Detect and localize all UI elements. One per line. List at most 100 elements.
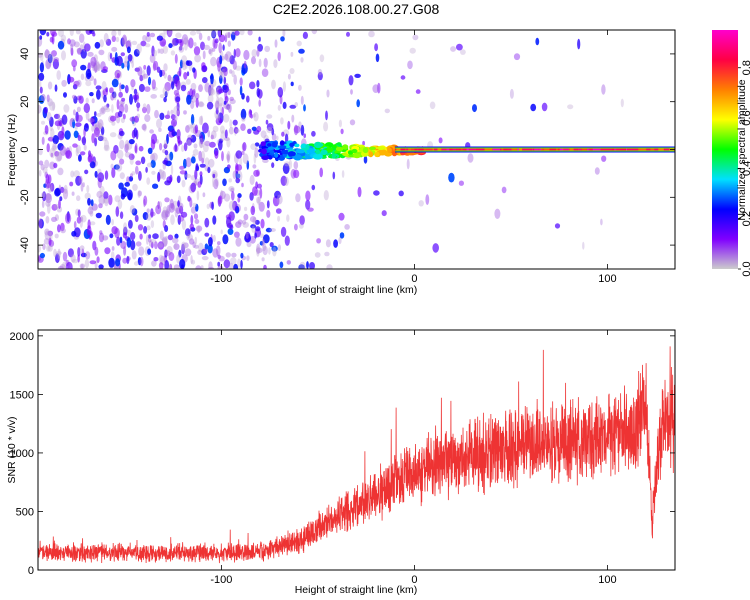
spectrogram-noise-cell [147,248,152,255]
spectrogram-noise-cell [277,244,281,252]
spectrogram-noise-cell [207,166,211,174]
spectrogram-noise-cell [104,170,109,180]
spectrogram-noise-cell [246,160,250,170]
spectrogram-noise-cell [80,151,86,156]
spectrogram-noise-cell [93,127,100,138]
spectrogram-noise-cell [214,150,219,159]
spectrogram-noise-cell [129,158,134,165]
spectrogram-noise-cell [356,99,361,108]
y-tick-label: 20 [19,96,31,108]
spectrogram-noise-cell [254,219,260,225]
spectrogram-noise-cell [183,242,189,249]
spectrogram-noise-cell [237,193,242,199]
signal-band-segment [511,148,516,151]
spectrogram-noise-cell [282,30,286,38]
spectrogram-noise-cell [104,247,111,255]
spectrogram-noise-cell [280,175,287,186]
spectrogram-noise-cell [52,135,59,145]
spectrogram-noise-cell [158,201,163,208]
spectrogram-noise-cell [137,224,144,231]
spectrogram-noise-cell [144,86,151,92]
spectrogram-noise-cell [159,48,165,54]
spectrogram-noise-cell [235,221,242,229]
spectrogram-noise-cell [39,211,46,217]
spectrogram-noise-cell [217,241,221,246]
spectrogram-noise-cell [191,94,197,103]
spectrogram-noise-cell [145,234,149,245]
spectrogram-noise-cell [226,150,231,162]
snr-series-line [37,346,676,564]
spectrogram-noise-cell [53,57,60,63]
spectrogram-noise-cell [232,200,238,211]
spectrogram-noise-cell [242,219,247,225]
spectrogram-noise-cell [44,50,51,59]
signal-band-segment [534,148,539,151]
spectrogram-noise-cell [167,110,170,118]
spectrogram-noise-cell [178,46,183,51]
spectrogram-noise-cell [47,245,53,252]
spectrogram-noise-cell [249,235,256,244]
spectrogram-noise-cell [69,30,74,36]
signal-band-segment [543,148,548,151]
x-tick-label: -100 [210,574,232,586]
spectrogram-noise-cell [249,174,255,186]
spectrogram-noise-cell [375,53,380,63]
spectrogram-noise-cell [363,155,368,164]
spectrogram-noise-cell [183,142,188,152]
spectrogram-noise-cell [218,195,223,205]
spectrogram-noise-cell [110,93,115,101]
spectrogram-noise-cell [241,182,244,188]
colorbar-tick-label: 0.0 [741,261,750,276]
spectrogram-noise-cell [258,36,261,42]
spectrogram-noise-cell [77,247,81,257]
spectrogram-noise-cell [123,222,128,233]
spectrogram-noise-cell [194,54,202,63]
spectrogram-noise-cell [178,45,185,53]
spectrogram-noise-cell [299,261,306,269]
spectrogram-noise-cell [156,66,161,73]
spectrogram-noise-cell [214,38,219,44]
spectrogram-noise-cell [184,228,191,237]
spectrogram-noise-cell [73,130,79,139]
spectrogram-noise-cell [212,176,215,188]
spectrogram-noise-cell [255,247,263,254]
spectrogram-noise-cell [189,88,193,98]
spectrogram-noise-cell [230,257,237,265]
spectrogram-noise-cell [193,143,198,149]
spectrogram-noise-cell [111,167,116,179]
snr-y-axis-label: SNR (10 * v/v) [6,416,18,483]
signal-band-segment [518,148,523,151]
spectrogram-noise-cell [146,103,151,115]
spectrogram-noise-cell [258,201,265,212]
spectrogram-noise-cell [95,85,102,90]
spectrogram-noise-cell [92,32,96,37]
spectrogram-noise-cell [180,211,188,218]
spectrogram-noise-cell [79,217,83,228]
spectrogram-x-ticks: -100 0 100 [210,30,617,285]
spectrogram-noise-cell [172,200,178,211]
spectrogram-noise-cell [204,217,210,228]
spectrogram-noise-cell [197,225,201,234]
spectrogram-noise-cell [73,221,77,229]
spectrogram-noise-cell [188,37,194,49]
spectrogram-noise-cell [344,224,350,230]
spectrogram-noise-cell [195,163,199,171]
spectrogram-noise-cell [260,218,265,229]
spectrogram-noise-cell [254,232,257,239]
spectrogram-noise-cell [294,102,299,107]
spectrogram-noise-cell [192,202,197,208]
spectrogram-signal-cell [271,141,278,148]
spectrogram-noise-cell [80,64,87,71]
spectrogram-noise-cell [198,115,203,126]
spectrogram-noise-cell [113,164,120,170]
spectrogram-noise-cell [136,43,142,54]
spectrogram-noise-cell [281,131,285,137]
spectrogram-noise-cell [125,143,130,151]
spectrogram-noise-cell [259,187,263,199]
spectrogram-signal-cell [351,148,358,154]
spectrogram-noise-cell [122,113,126,120]
spectrogram-noise-cell [39,252,46,259]
spectrogram-noise-cell [71,191,75,196]
spectrogram-noise-cell [325,239,331,248]
spectrogram-noise-cell [186,94,192,105]
